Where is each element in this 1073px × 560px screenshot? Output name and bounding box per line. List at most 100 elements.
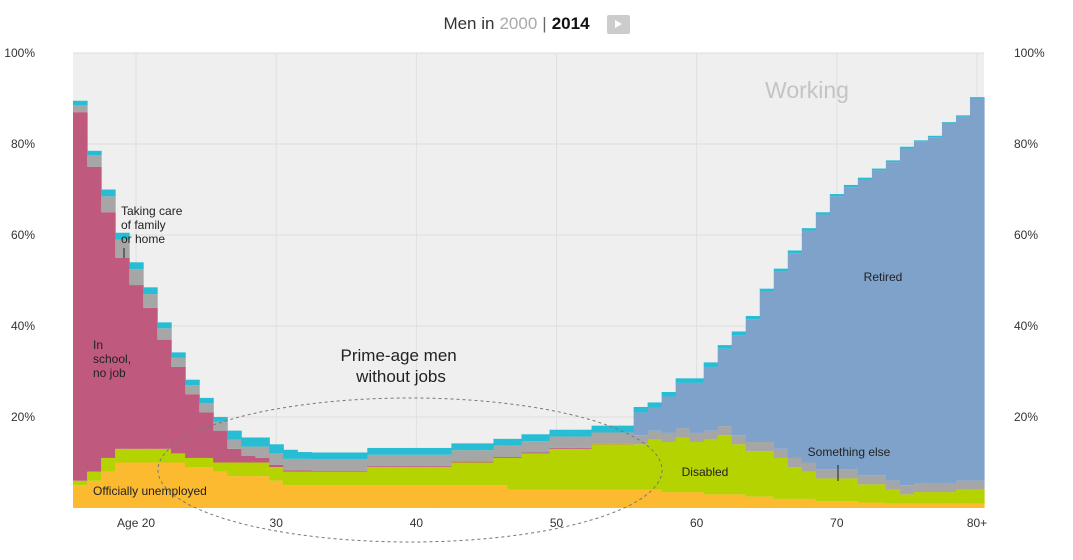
school-label-line: no job — [93, 366, 126, 380]
bar-segment-unemployed — [815, 501, 831, 508]
bar-segment-family — [675, 378, 691, 383]
bar-segment-family — [899, 146, 915, 149]
bar-segment-disabled — [423, 467, 438, 486]
bar-segment-school — [549, 447, 565, 449]
y-tick-label-right: 100% — [1014, 46, 1045, 60]
bar-segment-family — [479, 443, 495, 451]
family-label-line: or home — [121, 232, 165, 246]
bar-segment-family — [815, 212, 831, 215]
bar-segment-disabled — [73, 480, 88, 486]
bar-segment-unemployed — [269, 480, 284, 508]
y-tick-label-left: 60% — [11, 228, 35, 242]
family-label: Taking care of family or home — [121, 204, 186, 246]
y-tick-label-right: 40% — [1014, 319, 1038, 333]
bar-segment-other — [297, 458, 312, 471]
bar-segment-family — [381, 447, 396, 455]
bar-segment-unemployed — [563, 489, 579, 508]
bar-segment-disabled — [885, 489, 901, 504]
bar-segment-family — [227, 430, 242, 440]
bar-segment-disabled — [969, 489, 985, 504]
bar-segment-family — [507, 438, 523, 446]
bar-segment-disabled — [129, 448, 144, 463]
something-else-label: Something else — [808, 445, 891, 459]
bar-segment-other — [619, 432, 635, 444]
bar-segment-retired — [969, 98, 985, 481]
bar-segment-family — [185, 379, 200, 386]
bar-segment-other — [857, 475, 873, 485]
bar-segment-other — [633, 435, 649, 445]
bar-segment-other — [647, 430, 663, 440]
bar-segment-unemployed — [73, 485, 88, 508]
year-2000-toggle[interactable]: 2000 — [499, 14, 538, 33]
bar-segment-other — [423, 454, 438, 467]
bar-segment-other — [717, 426, 733, 436]
bar-segment-disabled — [563, 448, 579, 490]
bar-segment-other — [871, 475, 887, 485]
x-tick-label: 70 — [830, 516, 844, 530]
bar-segment-unemployed — [717, 494, 733, 508]
bar-segment-school — [311, 470, 326, 472]
play-button[interactable] — [606, 14, 630, 34]
bar-segment-unemployed — [241, 476, 256, 508]
bar-segment-school — [227, 448, 242, 463]
bar-segment-unemployed — [941, 503, 957, 508]
bar-segment-family — [143, 287, 158, 295]
bar-segment-unemployed — [185, 467, 200, 508]
bar-segment-family — [787, 250, 803, 254]
bar-segment-school — [535, 452, 551, 454]
y-tick-label-left: 100% — [4, 46, 35, 60]
bar-segment-unemployed — [731, 494, 747, 508]
bar-segment-family — [311, 452, 326, 460]
bar-segment-disabled — [745, 451, 761, 497]
bar-segment-disabled — [577, 448, 593, 490]
bar-segment-retired — [773, 271, 789, 449]
bar-segment-disabled — [465, 462, 481, 486]
year-2014-toggle[interactable]: 2014 — [551, 14, 590, 33]
bar-segment-family — [241, 437, 256, 447]
bar-segment-disabled — [381, 467, 396, 486]
school-label: In school, no job — [93, 338, 134, 380]
play-icon — [614, 19, 622, 28]
bar-segment-family — [633, 406, 649, 413]
bar-segment-unemployed — [157, 462, 172, 508]
bar-segment-other — [759, 442, 775, 452]
bar-segment-disabled — [185, 457, 200, 468]
bar-segment-other — [955, 480, 971, 490]
bar-segment-disabled — [619, 444, 635, 490]
bar-segment-unemployed — [199, 467, 214, 508]
annotations: Working Retired In school, no job Taking… — [93, 77, 902, 543]
bar-segment-school — [507, 457, 523, 458]
bar-segment-disabled — [479, 462, 495, 486]
bar-segment-unemployed — [325, 485, 340, 508]
bar-segment-disabled — [143, 448, 158, 463]
prime-age-label-line: without jobs — [355, 367, 446, 386]
bar-segment-disabled — [171, 453, 186, 463]
bar-segment-other — [605, 432, 621, 444]
bar-segment-family — [437, 447, 453, 455]
bar-segment-family — [885, 160, 901, 163]
bar-segment-disabled — [325, 471, 340, 486]
bar-segment-school — [479, 461, 495, 463]
x-tick-label: 60 — [690, 516, 704, 530]
school-label-line: In — [93, 338, 103, 352]
bar-segment-family — [367, 447, 382, 455]
bar-segment-disabled — [451, 462, 467, 486]
bar-segment-school — [241, 455, 256, 463]
school-label-line: school, — [93, 352, 131, 366]
bar-segment-other — [675, 428, 691, 438]
bar-segment-unemployed — [423, 485, 438, 508]
bar-segment-school — [465, 461, 481, 463]
bar-segment-unemployed — [353, 485, 368, 508]
bar-segment-other — [507, 445, 523, 458]
bar-segment-other — [773, 448, 789, 458]
bar-segment-unemployed — [843, 501, 859, 508]
bar-segment-school — [437, 466, 453, 468]
bar-segment-unemployed — [591, 489, 607, 508]
bar-segment-school — [199, 412, 214, 458]
bar-segment-disabled — [549, 448, 565, 490]
bar-segment-disabled — [269, 467, 284, 481]
bar-segment-other — [493, 445, 509, 458]
bar-segment-family — [535, 434, 551, 442]
bar-segment-other — [941, 482, 957, 493]
bar-segment-other — [101, 196, 116, 213]
